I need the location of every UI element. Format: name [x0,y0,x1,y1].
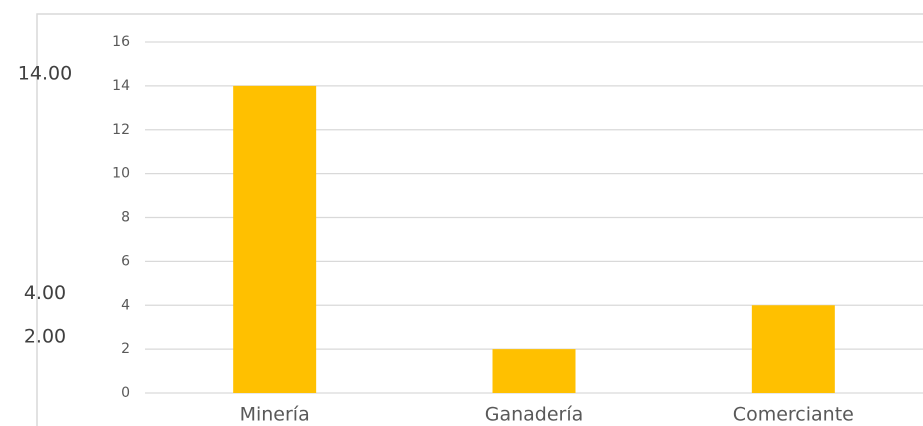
y-tick-label: 2 [121,341,130,357]
x-tick-label: Ganadería [485,404,584,426]
y-tick-label: 4 [121,297,130,313]
value-label: 2.00 [24,326,66,348]
y-tick-label: 6 [121,253,130,269]
bar [492,349,576,393]
y-tick-label: 14 [112,78,130,94]
bar [751,305,835,393]
y-tick-label: 16 [112,34,130,50]
value-label: 14.00 [18,62,72,84]
bar [233,85,317,393]
value-label: 4.00 [24,282,66,304]
y-tick-label: 12 [112,122,130,138]
x-tick-label: Minería [240,404,310,426]
y-tick-label: 8 [121,210,130,226]
x-tick-label: Comerciante [733,404,854,426]
y-tick-label: 0 [121,385,130,401]
y-tick-label: 10 [112,166,130,182]
chart-frame [36,13,923,426]
